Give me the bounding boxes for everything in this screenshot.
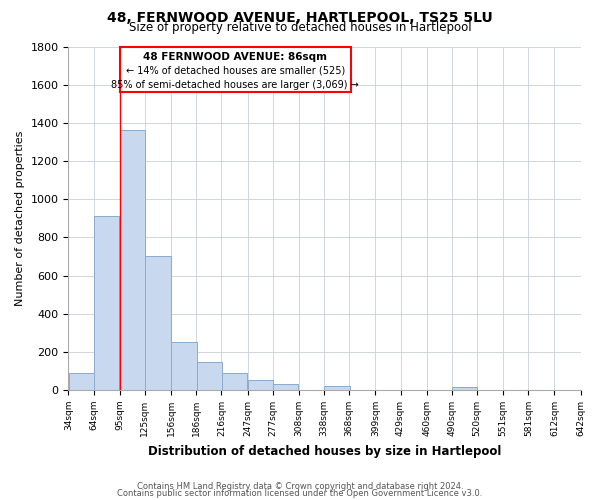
Bar [69, 373, 94, 390]
Bar [248, 380, 273, 390]
Bar [197, 362, 222, 390]
X-axis label: Distribution of detached houses by size in Hartlepool: Distribution of detached houses by size … [148, 444, 501, 458]
Bar [325, 386, 350, 390]
Text: 85% of semi-detached houses are larger (3,069) →: 85% of semi-detached houses are larger (… [112, 80, 359, 90]
Text: Contains HM Land Registry data © Crown copyright and database right 2024.: Contains HM Land Registry data © Crown c… [137, 482, 463, 491]
Text: Size of property relative to detached houses in Hartlepool: Size of property relative to detached ho… [128, 22, 472, 35]
Text: 48, FERNWOOD AVENUE, HARTLEPOOL, TS25 5LU: 48, FERNWOOD AVENUE, HARTLEPOOL, TS25 5L… [107, 11, 493, 25]
Bar [94, 216, 119, 390]
Text: ← 14% of detached houses are smaller (525): ← 14% of detached houses are smaller (52… [125, 66, 345, 76]
Bar [120, 130, 145, 390]
Text: 48 FERNWOOD AVENUE: 86sqm: 48 FERNWOOD AVENUE: 86sqm [143, 52, 328, 62]
Bar [172, 342, 197, 390]
Text: Contains public sector information licensed under the Open Government Licence v3: Contains public sector information licen… [118, 488, 482, 498]
Y-axis label: Number of detached properties: Number of detached properties [15, 130, 25, 306]
Bar [452, 387, 478, 390]
Bar [145, 256, 170, 390]
Bar [222, 373, 247, 390]
FancyBboxPatch shape [119, 46, 351, 92]
Bar [273, 384, 298, 390]
